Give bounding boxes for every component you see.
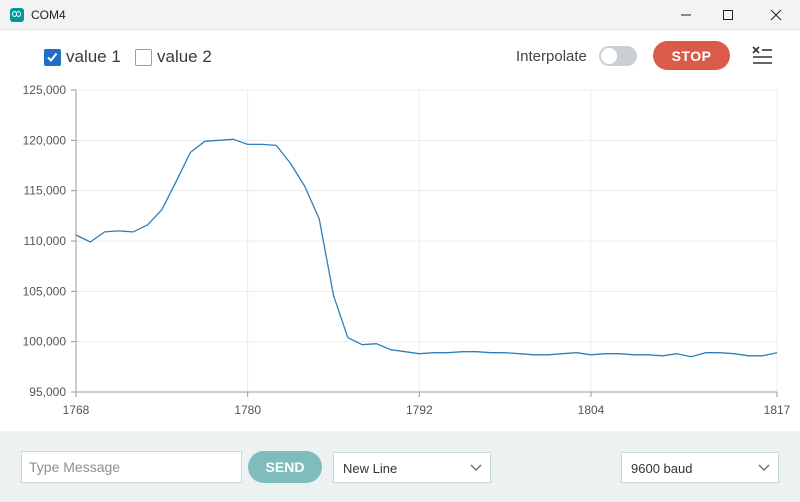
x-tick-label: 1817: [764, 403, 791, 417]
value-2-checkbox[interactable]: [135, 49, 152, 66]
maximize-icon: [723, 10, 733, 20]
x-tick-label: 1780: [234, 403, 261, 417]
line-ending-select[interactable]: New Line: [333, 452, 491, 483]
y-tick-label: 95,000: [29, 385, 66, 399]
arduino-icon: [10, 8, 24, 22]
baud-rate-value: 9600 baud: [631, 461, 693, 476]
chart-grid: [75, 89, 778, 393]
value-1-checkbox[interactable]: [44, 49, 61, 66]
clear-list-icon: [752, 46, 772, 64]
y-tick-label: 115,000: [24, 184, 67, 198]
chart-series: [75, 138, 778, 358]
clear-output-button[interactable]: [750, 44, 774, 66]
toggle-knob: [601, 48, 617, 64]
x-axis-tick-labels: 1768 1780 1792 1804 1817: [63, 403, 791, 417]
checkmark-icon: [47, 52, 58, 63]
value-2-label: value 2: [157, 47, 212, 66]
line-ending-value: New Line: [343, 461, 398, 476]
y-tick-label: 110,000: [24, 234, 67, 248]
series-line-value-1: [75, 138, 778, 358]
chevron-down-icon: [758, 464, 770, 471]
title-bar: COM4: [0, 0, 800, 30]
maximize-button[interactable]: [705, 0, 751, 30]
y-tick-label: 125,000: [23, 83, 67, 97]
x-tick-label: 1804: [578, 403, 605, 417]
x-tick-label: 1768: [63, 403, 90, 417]
value-1-label: value 1: [66, 47, 121, 66]
message-input[interactable]: [21, 451, 242, 483]
serial-plotter-chart: 95,000 100,000 105,000 110,000 115,000 120,00…: [23, 83, 791, 417]
window-title: COM4: [31, 8, 66, 22]
interpolate-toggle[interactable]: [599, 46, 637, 66]
stop-button[interactable]: STOP: [653, 41, 730, 70]
x-tick-label: 1792: [406, 403, 433, 417]
y-tick-label: 100,000: [23, 335, 67, 349]
chevron-down-icon: [470, 464, 482, 471]
baud-rate-select[interactable]: 9600 baud: [621, 452, 779, 483]
minimize-button[interactable]: [663, 0, 709, 30]
y-tick-label: 120,000: [23, 133, 67, 147]
interpolate-label: Interpolate: [516, 48, 587, 65]
y-axis-tick-labels: 95,000 100,000 105,000 110,000 115,000 120,00…: [23, 83, 67, 399]
y-tick-label: 105,000: [23, 284, 67, 298]
send-button[interactable]: SEND: [248, 451, 322, 483]
close-button[interactable]: [753, 0, 799, 30]
chart-axes: [71, 89, 778, 397]
minimize-icon: [681, 14, 691, 16]
close-icon: [770, 9, 782, 21]
